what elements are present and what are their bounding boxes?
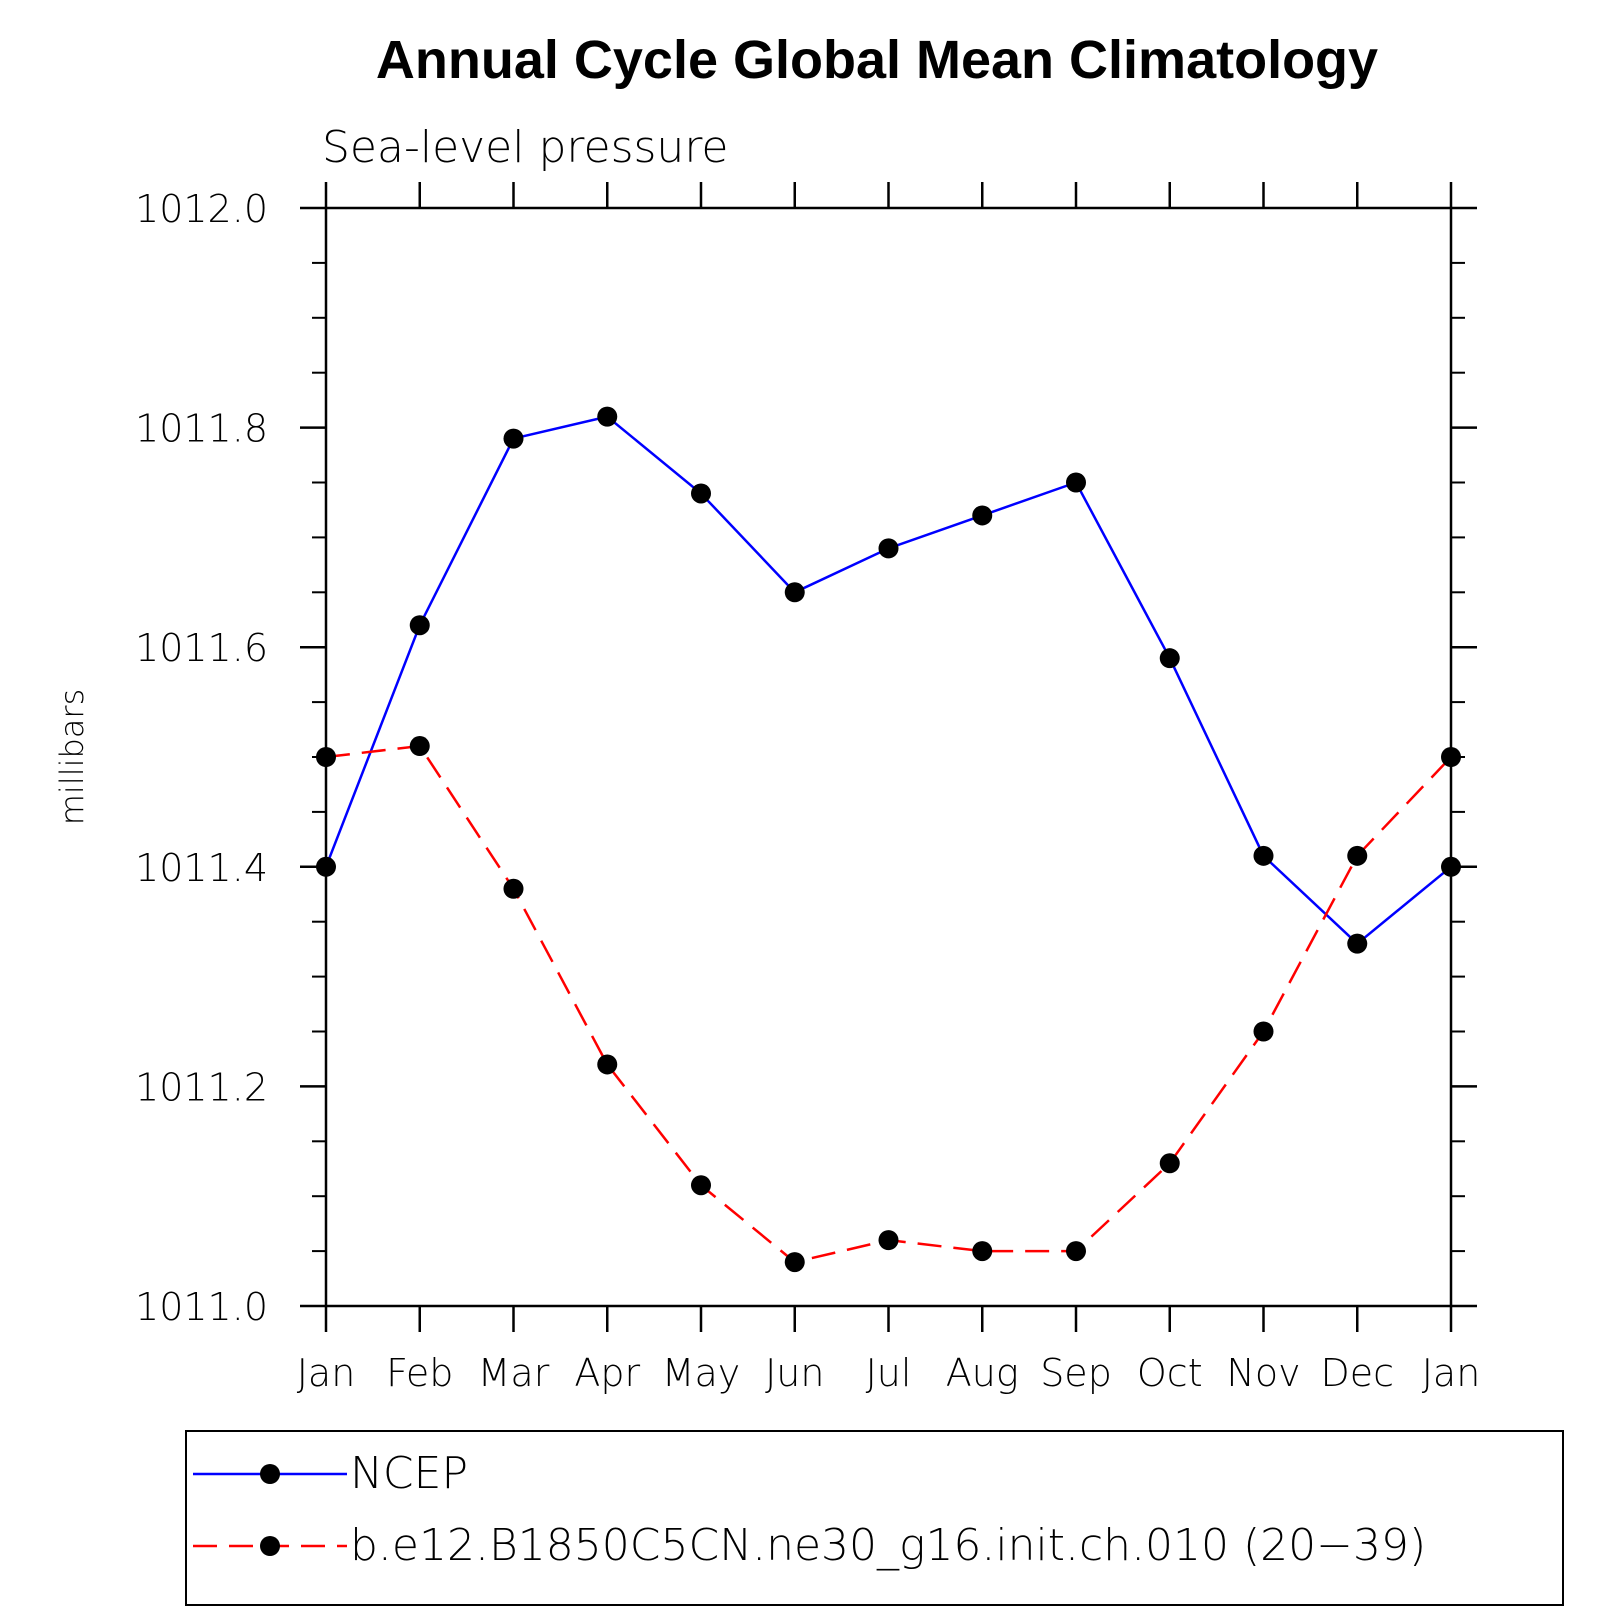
series-0-point [409,615,430,636]
legend-marker-1 [260,1536,280,1556]
y-tick-label: 1012.0 [135,187,268,231]
y-tick-label: 1011.4 [135,846,268,890]
series-0-point [597,406,618,427]
series-1-point [597,1054,618,1075]
legend-marker-0 [260,1464,280,1484]
x-tick-label: May [662,1351,741,1395]
x-tick-label: Mar [478,1351,550,1395]
series-0-point [1066,472,1086,493]
series-1-point [1159,1153,1180,1174]
series-1-point [1347,845,1368,866]
series-0-point [1347,933,1368,954]
series-1-point [691,1175,711,1196]
series-0-point [878,538,899,559]
series-0-point [1253,845,1274,866]
series-1-point [1253,1021,1274,1042]
plot-series [316,406,1461,1273]
legend-box [185,1430,1564,1606]
legend-label-ncep: NCEP [350,1448,468,1499]
legend: NCEP b.e12.B1850C5CN.ne30_g16.init.ch.01… [185,1430,1564,1606]
y-tick-label: 1011.2 [135,1065,268,1109]
y-axis-label: millibars [53,689,91,825]
x-tick-label: Dec [1320,1351,1394,1395]
chart-title: Annual Cycle Global Mean Climatology [376,30,1378,90]
series-0-point [784,582,805,603]
x-tick-label: Jan [297,1351,356,1395]
x-tick-label: Feb [386,1351,453,1395]
series-0-point [1441,856,1461,877]
series-1-point [409,736,430,757]
x-tick-label: Jan [1422,1351,1481,1395]
axes: Jan Feb Mar Apr May Jun Jul Aug Sep Oct Nov Dec Jan 1… [135,182,1480,1395]
y-tick-label: 1011.8 [135,407,268,451]
y-tick-label: 1011.0 [135,1285,268,1329]
series-0-point [691,483,711,504]
series-0-point [972,505,993,526]
series-0-point [1159,648,1180,669]
plot-frame [324,206,1453,1308]
series-1-point [1441,747,1461,767]
series-line-1 [325,744,1452,1264]
x-tick-label: Oct [1137,1351,1203,1395]
series-1-point [1066,1241,1086,1262]
chart-subtitle: Sea-level pressure [322,122,729,173]
x-tick-label: Jul [866,1351,912,1395]
x-tick-label: Sep [1040,1351,1112,1395]
x-tick-label: Jun [765,1351,824,1395]
series-line-0 [324,415,1452,946]
series-1-point [316,747,336,767]
series-1-point [784,1252,805,1273]
series-1-point [878,1230,899,1251]
legend-label-model: b.e12.B1850C5CN.ne30_g16.init.ch.010 (20… [350,1520,1426,1571]
x-tick-label: Apr [574,1351,640,1395]
x-tick-label: Nov [1226,1351,1300,1395]
series-0-point [316,856,336,877]
series-1-point [972,1241,993,1262]
y-tick-label: 1011.6 [135,626,268,670]
x-tick-label: Aug [946,1351,1019,1395]
series-1-point [503,878,524,899]
series-0-point [503,428,524,449]
